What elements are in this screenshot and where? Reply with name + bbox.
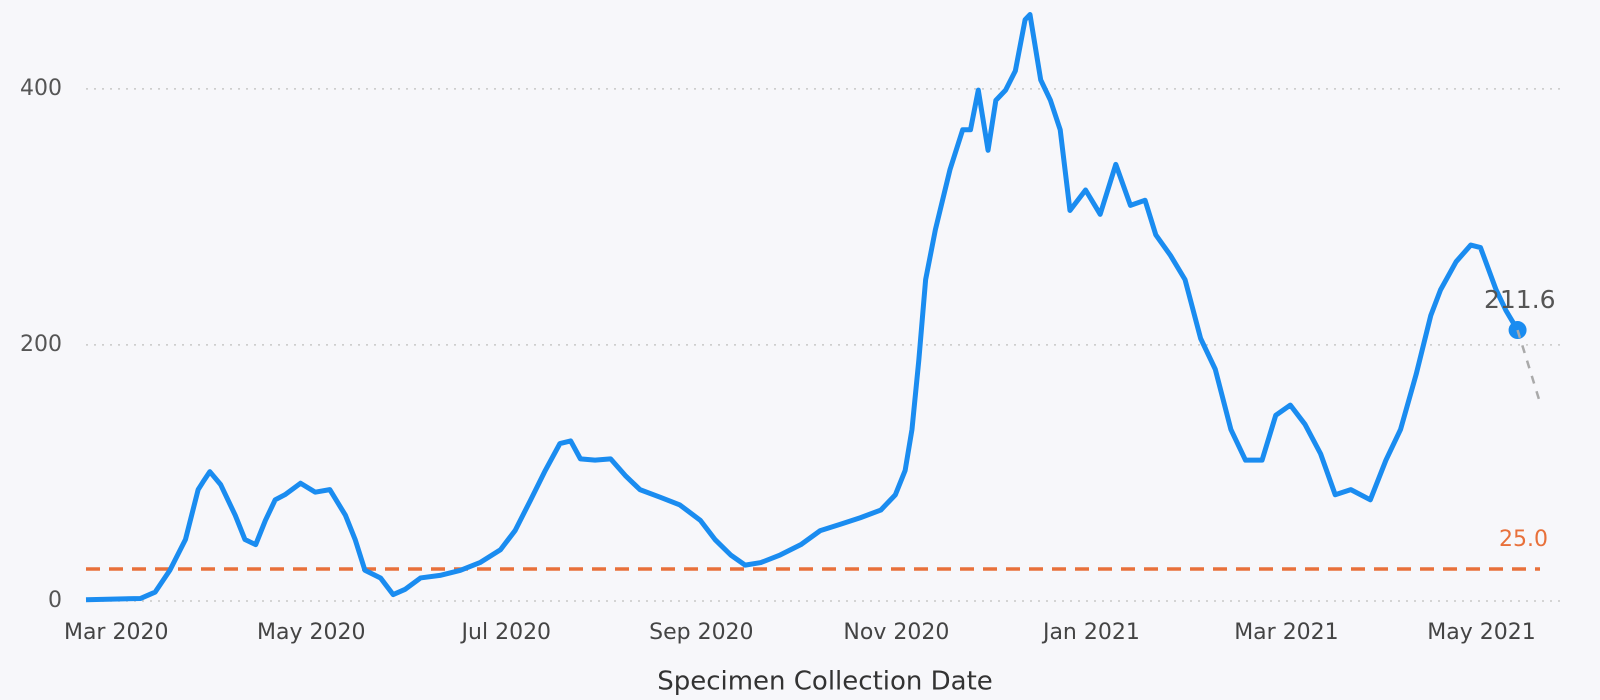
line [85,12,1520,603]
x-tick-label: May 2021 [1427,620,1535,645]
x-tick-label: Mar 2020 [64,620,169,645]
x-tick-label: Sep 2020 [649,620,753,645]
y-tick-label: 400 [20,76,62,101]
x-tick-label: May 2020 [257,620,365,645]
data-label: 211.6 [1484,285,1556,314]
x-tick-label: Jul 2020 [460,620,552,645]
x-axis-title: Specimen Collection Date [657,667,993,697]
y-tick-label: 0 [48,588,62,613]
x-tick-label: Jan 2021 [1041,620,1140,645]
reference-label: 25.0 [1499,527,1548,552]
projection-line [1516,329,1542,403]
x-tick-label: Mar 2021 [1234,620,1339,645]
x-tick-label: Nov 2020 [843,620,949,645]
y-tick-label: 200 [20,332,62,357]
